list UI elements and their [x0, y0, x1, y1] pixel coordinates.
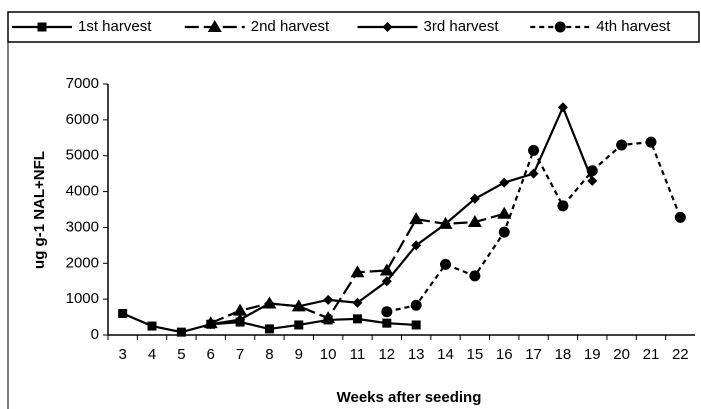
x-tick-label: 16: [496, 346, 513, 363]
x-tick-label: 20: [613, 346, 630, 363]
marker: [411, 240, 422, 251]
legend-label: 1st harvest: [78, 18, 152, 35]
marker: [616, 139, 628, 151]
x-tick-label: 19: [584, 346, 601, 363]
x-tick-label: 10: [320, 346, 337, 363]
series-line: [210, 104, 594, 326]
marker: [497, 206, 512, 219]
marker: [37, 22, 47, 32]
marker: [264, 324, 274, 334]
marker: [467, 215, 482, 228]
x-tick-label: 4: [148, 346, 156, 363]
marker: [350, 265, 365, 278]
marker: [645, 136, 657, 148]
marker: [379, 263, 394, 276]
marker: [440, 258, 452, 270]
x-tick-label: 18: [555, 346, 572, 363]
marker: [176, 327, 186, 337]
series-line: [386, 140, 682, 313]
marker: [207, 20, 222, 32]
marker: [586, 165, 598, 177]
marker: [233, 303, 248, 316]
marker: [469, 270, 481, 282]
y-tick-label: 0: [91, 326, 99, 343]
y-tick-label: 5000: [66, 147, 99, 164]
marker: [293, 301, 304, 312]
marker: [205, 319, 216, 330]
x-tick-label: 11: [350, 346, 366, 363]
x-tick-label: 6: [207, 346, 215, 363]
y-tick-label: 7000: [66, 75, 99, 92]
marker: [323, 294, 334, 305]
marker: [410, 299, 422, 311]
x-tick-label: 8: [265, 346, 273, 363]
x-tick-label: 14: [437, 346, 454, 363]
marker: [147, 321, 157, 331]
y-tick-label: 6000: [66, 111, 99, 128]
marker: [469, 193, 480, 204]
y-tick-label: 3000: [66, 218, 99, 235]
marker: [118, 308, 128, 318]
x-tick-label: 17: [525, 346, 542, 363]
marker: [411, 320, 421, 330]
x-tick-label: 7: [236, 346, 244, 363]
x-tick-label: 5: [177, 346, 185, 363]
x-tick-label: 13: [408, 346, 425, 363]
legend-label: 4th harvest: [596, 18, 671, 35]
marker: [440, 218, 451, 229]
marker: [528, 144, 540, 156]
marker: [557, 102, 568, 113]
marker: [554, 21, 566, 33]
x-axis-label: Weeks after seeding: [337, 389, 482, 406]
y-tick-label: 4000: [66, 183, 99, 200]
x-tick-label: 9: [295, 346, 303, 363]
marker: [409, 212, 424, 225]
marker: [264, 298, 275, 309]
marker: [499, 177, 510, 188]
marker: [498, 226, 510, 238]
marker: [381, 306, 393, 318]
marker: [674, 211, 686, 223]
marker: [557, 200, 569, 212]
marker: [587, 175, 598, 186]
y-tick-label: 1000: [66, 290, 99, 307]
legend-label: 2nd harvest: [251, 18, 330, 35]
marker: [528, 168, 539, 179]
y-tick-label: 2000: [66, 254, 99, 271]
marker: [235, 314, 246, 325]
marker: [381, 276, 392, 287]
x-tick-label: 15: [467, 346, 484, 363]
marker: [382, 22, 393, 32]
legend-label: 3rd harvest: [424, 18, 500, 35]
marker: [382, 318, 392, 328]
marker: [294, 320, 304, 330]
marker: [352, 297, 363, 308]
marker: [352, 314, 362, 324]
marker: [321, 311, 336, 324]
x-tick-label: 12: [378, 346, 395, 363]
x-tick-label: 3: [119, 346, 127, 363]
legend-box: [7, 11, 700, 43]
y-axis-label: ug g-1 NAL+NFL: [31, 151, 48, 269]
x-tick-label: 22: [672, 346, 689, 363]
x-tick-label: 21: [643, 346, 660, 363]
